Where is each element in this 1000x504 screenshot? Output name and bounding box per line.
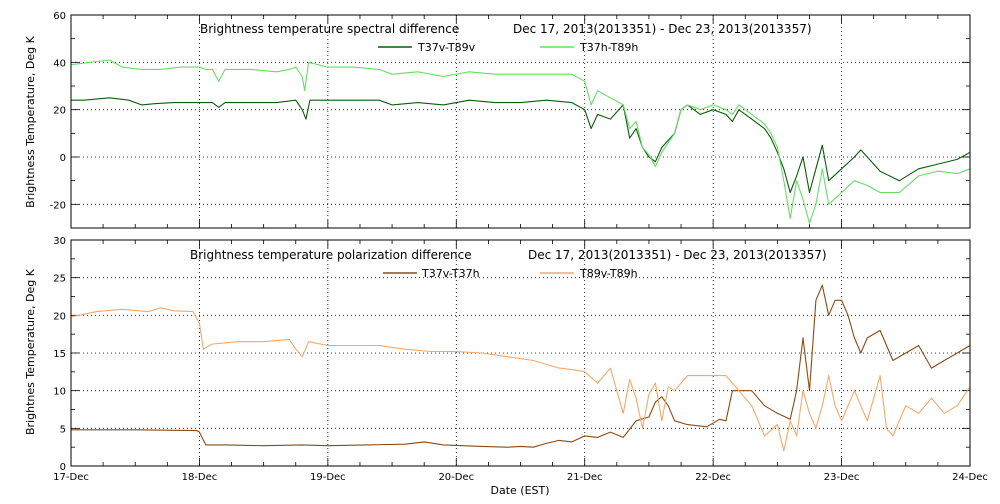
y-tick-label: 30 [53,236,66,247]
y-tick-label: 20 [53,311,66,322]
y-tick-label: 0 [60,153,66,164]
polarization-difference-date-range: Dec 17, 2013(2013351) - Dec 23, 2013(201… [528,248,827,262]
spectral-difference-title: Brightness temperature spectral differen… [200,22,459,36]
y-tick-label: 0 [60,462,66,473]
plot-frame [70,14,971,229]
x-tick-label: 17-Dec [53,472,89,483]
x-tick-label: 22-Dec [695,472,731,483]
x-tick-label: 24-Dec [952,472,988,483]
grid-lines [71,240,970,466]
x-tick-label: 23-Dec [824,472,860,483]
x-tick-labels: 17-Dec 18-Dec 19-Dec 20-Dec 21-Dec 22-Dec 23-D… [53,472,988,483]
axis-ticks [70,239,971,467]
legend-label-t89v-t89h: T89v-T89h [579,267,638,280]
y-tick-label: -20 [50,200,66,211]
x-tick-label: 19-Dec [310,472,346,483]
legend-label-t37v-t89v: T37v-T89v [417,41,476,54]
plot-frame [70,239,971,467]
y-tick-label: 25 [53,274,66,285]
series-line-t37v-t89v [71,97,971,194]
series-line-t37h-t89h [70,59,971,224]
legend-label-t37v-t37h: T37v-T37h [421,267,480,280]
spectral-difference-y-axis-label: Brightness Temperature, Deg K [24,35,37,207]
legend-label-t37h-t89h: T37h-T89h [579,41,638,54]
polarization-difference-title: Brightness temperature polarization diff… [190,248,472,262]
y-tick-label: 20 [53,106,66,117]
y-tick-label: 10 [53,387,66,398]
x-tick-label: 20-Dec [438,472,474,483]
axis-ticks [70,14,971,229]
y-tick-label: 15 [53,349,66,360]
y-tick-labels: -20 0 20 40 60 [50,11,66,211]
x-tick-label: 21-Dec [567,472,603,483]
x-tick-label: 18-Dec [182,472,218,483]
polarization-difference-y-axis-label: Brightnes Temperature, Deg K [24,268,37,435]
y-tick-label: 5 [60,424,66,435]
y-tick-label: 40 [53,58,66,69]
y-tick-label: 60 [53,11,66,22]
spectral-difference-panel: Brightness temperature spectral differen… [24,11,971,229]
series-line-t37v-t37h [71,284,971,448]
grid-lines [71,15,970,228]
x-axis-label: Date (EST) [490,484,549,497]
y-tick-labels: 0 5 10 15 20 25 30 [53,236,66,473]
series-line-t89v-t89h [70,307,971,452]
polarization-difference-panel: Brightness temperature polarization diff… [24,236,988,497]
spectral-difference-date-range: Dec 17, 2013(2013351) - Dec 23, 2013(201… [513,22,812,36]
